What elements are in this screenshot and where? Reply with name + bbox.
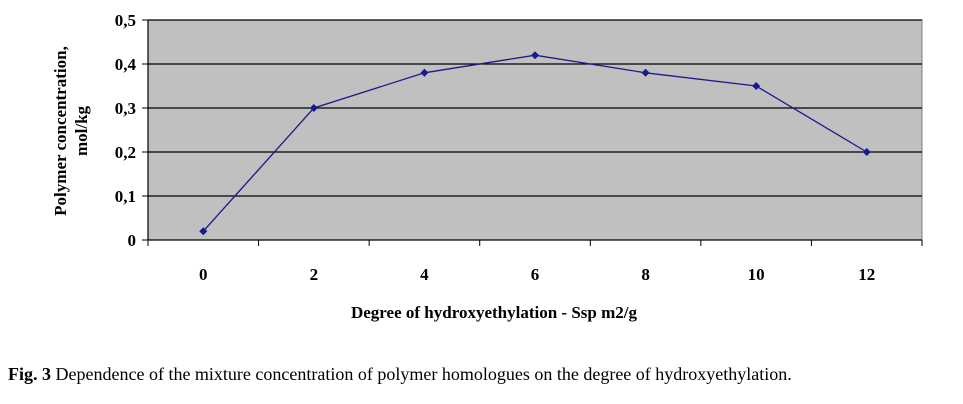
line-chart: 0 0,1 0,2 0,3 0,4 0,5 0 2 4 6 8 10 12 Polymer conce… [51, 11, 923, 322]
data-point-marker [309, 104, 318, 112]
x-tick-label: 8 [641, 265, 650, 284]
y-axis-label-line1: Polymer concentration, [51, 46, 70, 216]
y-tick-label: 0 [128, 231, 137, 250]
figure-caption: Fig. 3 Dependence of the mixture concent… [8, 364, 958, 385]
x-tick-label: 0 [199, 265, 208, 284]
data-point-marker [862, 148, 871, 156]
data-point-marker [752, 82, 761, 90]
data-point-marker [199, 227, 208, 236]
x-tick-label: 10 [748, 265, 765, 284]
figure-caption-label: Fig. 3 [8, 364, 51, 384]
data-point-marker [420, 68, 429, 77]
y-tick-label: 0,5 [115, 11, 136, 30]
y-tick-labels: 0 0,1 0,2 0,3 0,4 0,5 [115, 11, 137, 250]
y-tick-label: 0,2 [115, 143, 136, 162]
y-tick-label: 0,1 [115, 187, 136, 206]
y-tick-label: 0,4 [115, 55, 137, 74]
x-tick-label: 12 [858, 265, 875, 284]
axes [147, 20, 923, 246]
figure-caption-text: Dependence of the mixture concentration … [51, 364, 792, 384]
data-series [199, 51, 871, 236]
data-point-marker [641, 68, 650, 77]
x-tick-labels: 0 2 4 6 8 10 12 [199, 265, 875, 284]
data-point-marker [531, 51, 539, 60]
y-axis-label-line2: mol/kg [72, 105, 91, 156]
x-tick-label: 6 [531, 265, 540, 284]
x-axis-label: Degree of hydroxyethylation - Ssp m2/g [351, 303, 638, 322]
x-tick-label: 2 [310, 265, 319, 284]
y-tick-label: 0,3 [115, 99, 136, 118]
x-tick-label: 4 [420, 265, 429, 284]
